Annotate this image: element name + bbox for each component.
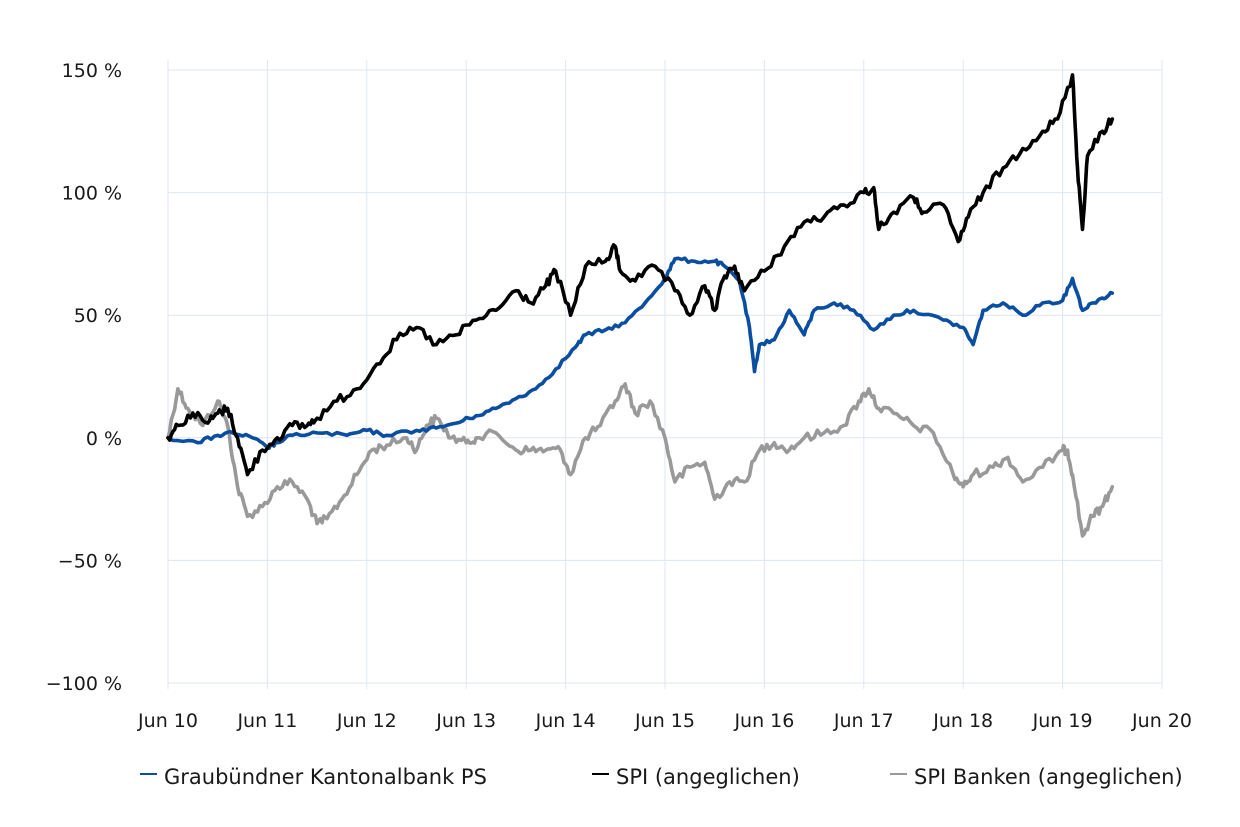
y-axis-tick-labels: 150 % 100 % 50 % 0 % −50 % −100 % xyxy=(46,60,122,695)
x-tick-label: Jun 11 xyxy=(236,710,297,732)
x-tick-label: Jun 16 xyxy=(733,710,794,732)
y-tick-label: −50 % xyxy=(58,550,122,572)
legend: Graubündner Kantonalbank PS SPI (angeglic… xyxy=(140,765,1183,789)
x-axis-tick-labels: Jun 10 Jun 11 Jun 12 Jun 13 Jun 14 Jun 15 Jun … xyxy=(137,710,1192,732)
x-tick-label: Jun 20 xyxy=(1131,710,1192,732)
y-tick-label: 50 % xyxy=(74,305,122,327)
x-tick-label: Jun 15 xyxy=(634,710,695,732)
y-tick-label: 150 % xyxy=(62,60,122,82)
series-lines xyxy=(166,73,1115,538)
y-tick-label: 100 % xyxy=(62,183,122,205)
legend-label: Graubündner Kantonalbank PS xyxy=(164,765,487,789)
y-tick-label: 0 % xyxy=(86,428,122,450)
series-line xyxy=(166,73,1115,477)
series-line xyxy=(166,256,1115,450)
y-tick-label: −100 % xyxy=(46,673,122,695)
x-tick-label: Jun 12 xyxy=(336,710,397,732)
x-tick-label: Jun 14 xyxy=(535,710,596,732)
legend-label: SPI Banken (angeglichen) xyxy=(914,765,1183,789)
vertical-gridlines xyxy=(167,60,1163,689)
x-tick-label: Jun 19 xyxy=(1032,710,1093,732)
x-tick-label: Jun 10 xyxy=(137,710,198,732)
x-tick-label: Jun 17 xyxy=(833,710,894,732)
x-tick-label: Jun 13 xyxy=(435,710,496,732)
x-tick-label: Jun 18 xyxy=(932,710,993,732)
horizontal-gridlines xyxy=(168,69,1162,684)
legend-label: SPI (angeglichen) xyxy=(616,765,800,789)
series-line xyxy=(166,382,1115,538)
